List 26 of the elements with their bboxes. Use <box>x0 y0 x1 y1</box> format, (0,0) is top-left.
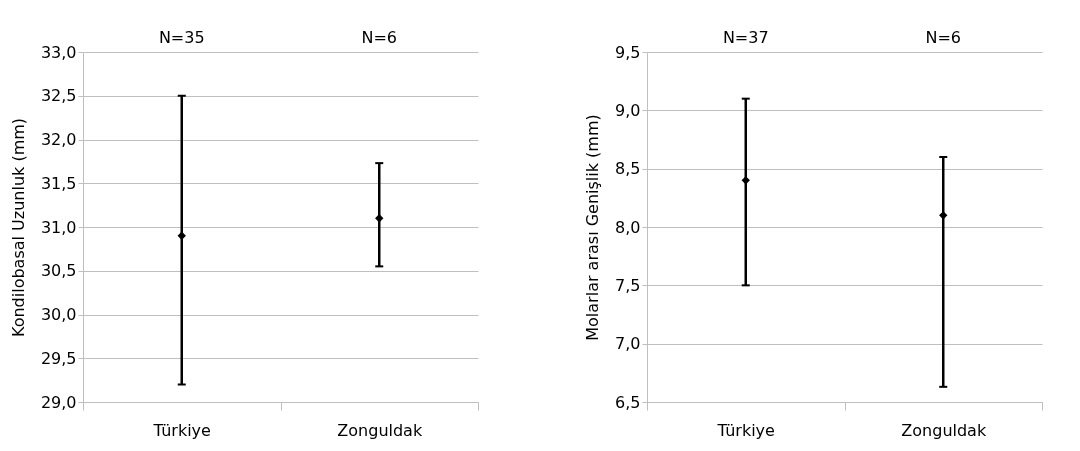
y-tick-label: 32,0 <box>40 130 77 149</box>
y-tick-label: 32,5 <box>40 86 77 106</box>
x-tick-label: Türkiye <box>716 420 775 440</box>
y-axis-title: Kondilobasal Uzunluk (mm) <box>8 117 28 338</box>
text: N=35 <box>158 28 205 47</box>
y-tick-label: 29,5 <box>40 348 77 368</box>
y-tick-label: 8,5 <box>615 159 641 179</box>
y-tick-label: 30,0 <box>40 305 77 324</box>
x-tick-label: Zonguldak <box>337 420 423 440</box>
text: N=6 <box>361 28 398 47</box>
text: N=37 <box>722 28 769 47</box>
y-tick-label: 31,5 <box>40 173 77 193</box>
y-tick-label: 9,0 <box>615 100 641 120</box>
y-axis-title: Molarlar arası Genişlik (mm) <box>583 114 603 341</box>
y-tick-label: 33,0 <box>40 42 77 62</box>
y-tick-label: 29,0 <box>40 392 77 412</box>
y-tick-label: 7,5 <box>615 275 641 295</box>
y-tick-label: 6,5 <box>615 392 641 412</box>
text: N=6 <box>925 28 962 47</box>
y-tick-label: 30,5 <box>40 261 77 281</box>
y-tick-label: 8,0 <box>615 217 641 237</box>
y-tick-label: 31,0 <box>40 217 77 237</box>
y-tick-label: 9,5 <box>615 42 641 62</box>
x-tick-label: Türkiye <box>152 420 211 440</box>
x-tick-label: Zonguldak <box>901 420 987 440</box>
y-tick-label: 7,0 <box>615 334 641 354</box>
